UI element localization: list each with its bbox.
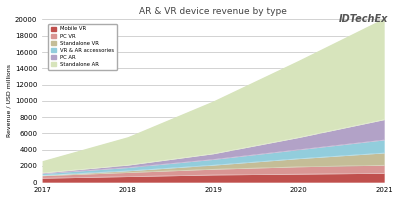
Y-axis label: Revenue / USD millions: Revenue / USD millions <box>7 64 12 137</box>
Text: IDTechEx: IDTechEx <box>339 14 388 24</box>
Title: AR & VR device revenue by type: AR & VR device revenue by type <box>139 7 287 16</box>
Legend: Mobile VR, PC VR, Standalone VR, VR & AR accessories, PC AR, Standalone AR: Mobile VR, PC VR, Standalone VR, VR & AR… <box>48 24 117 70</box>
